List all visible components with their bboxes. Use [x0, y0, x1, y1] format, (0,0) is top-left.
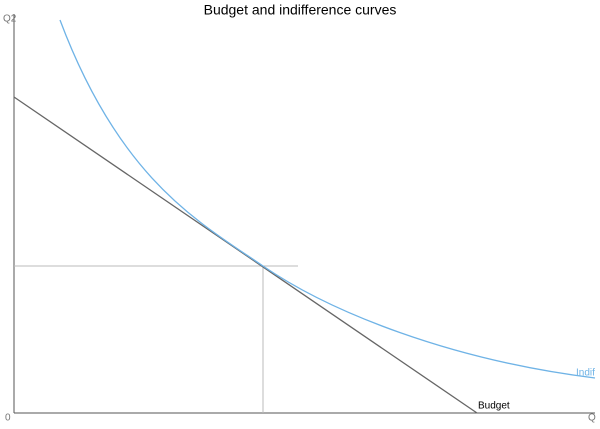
indifference-curve	[59, 19, 596, 379]
x-axis-label: Q	[588, 413, 596, 424]
title: Budget and indifference curves	[204, 2, 397, 18]
origin-label: 0	[5, 413, 11, 424]
y-axis-label: Q2	[3, 14, 17, 25]
indifference-label: Indif	[576, 368, 595, 379]
budget-label: Budget	[478, 401, 510, 412]
